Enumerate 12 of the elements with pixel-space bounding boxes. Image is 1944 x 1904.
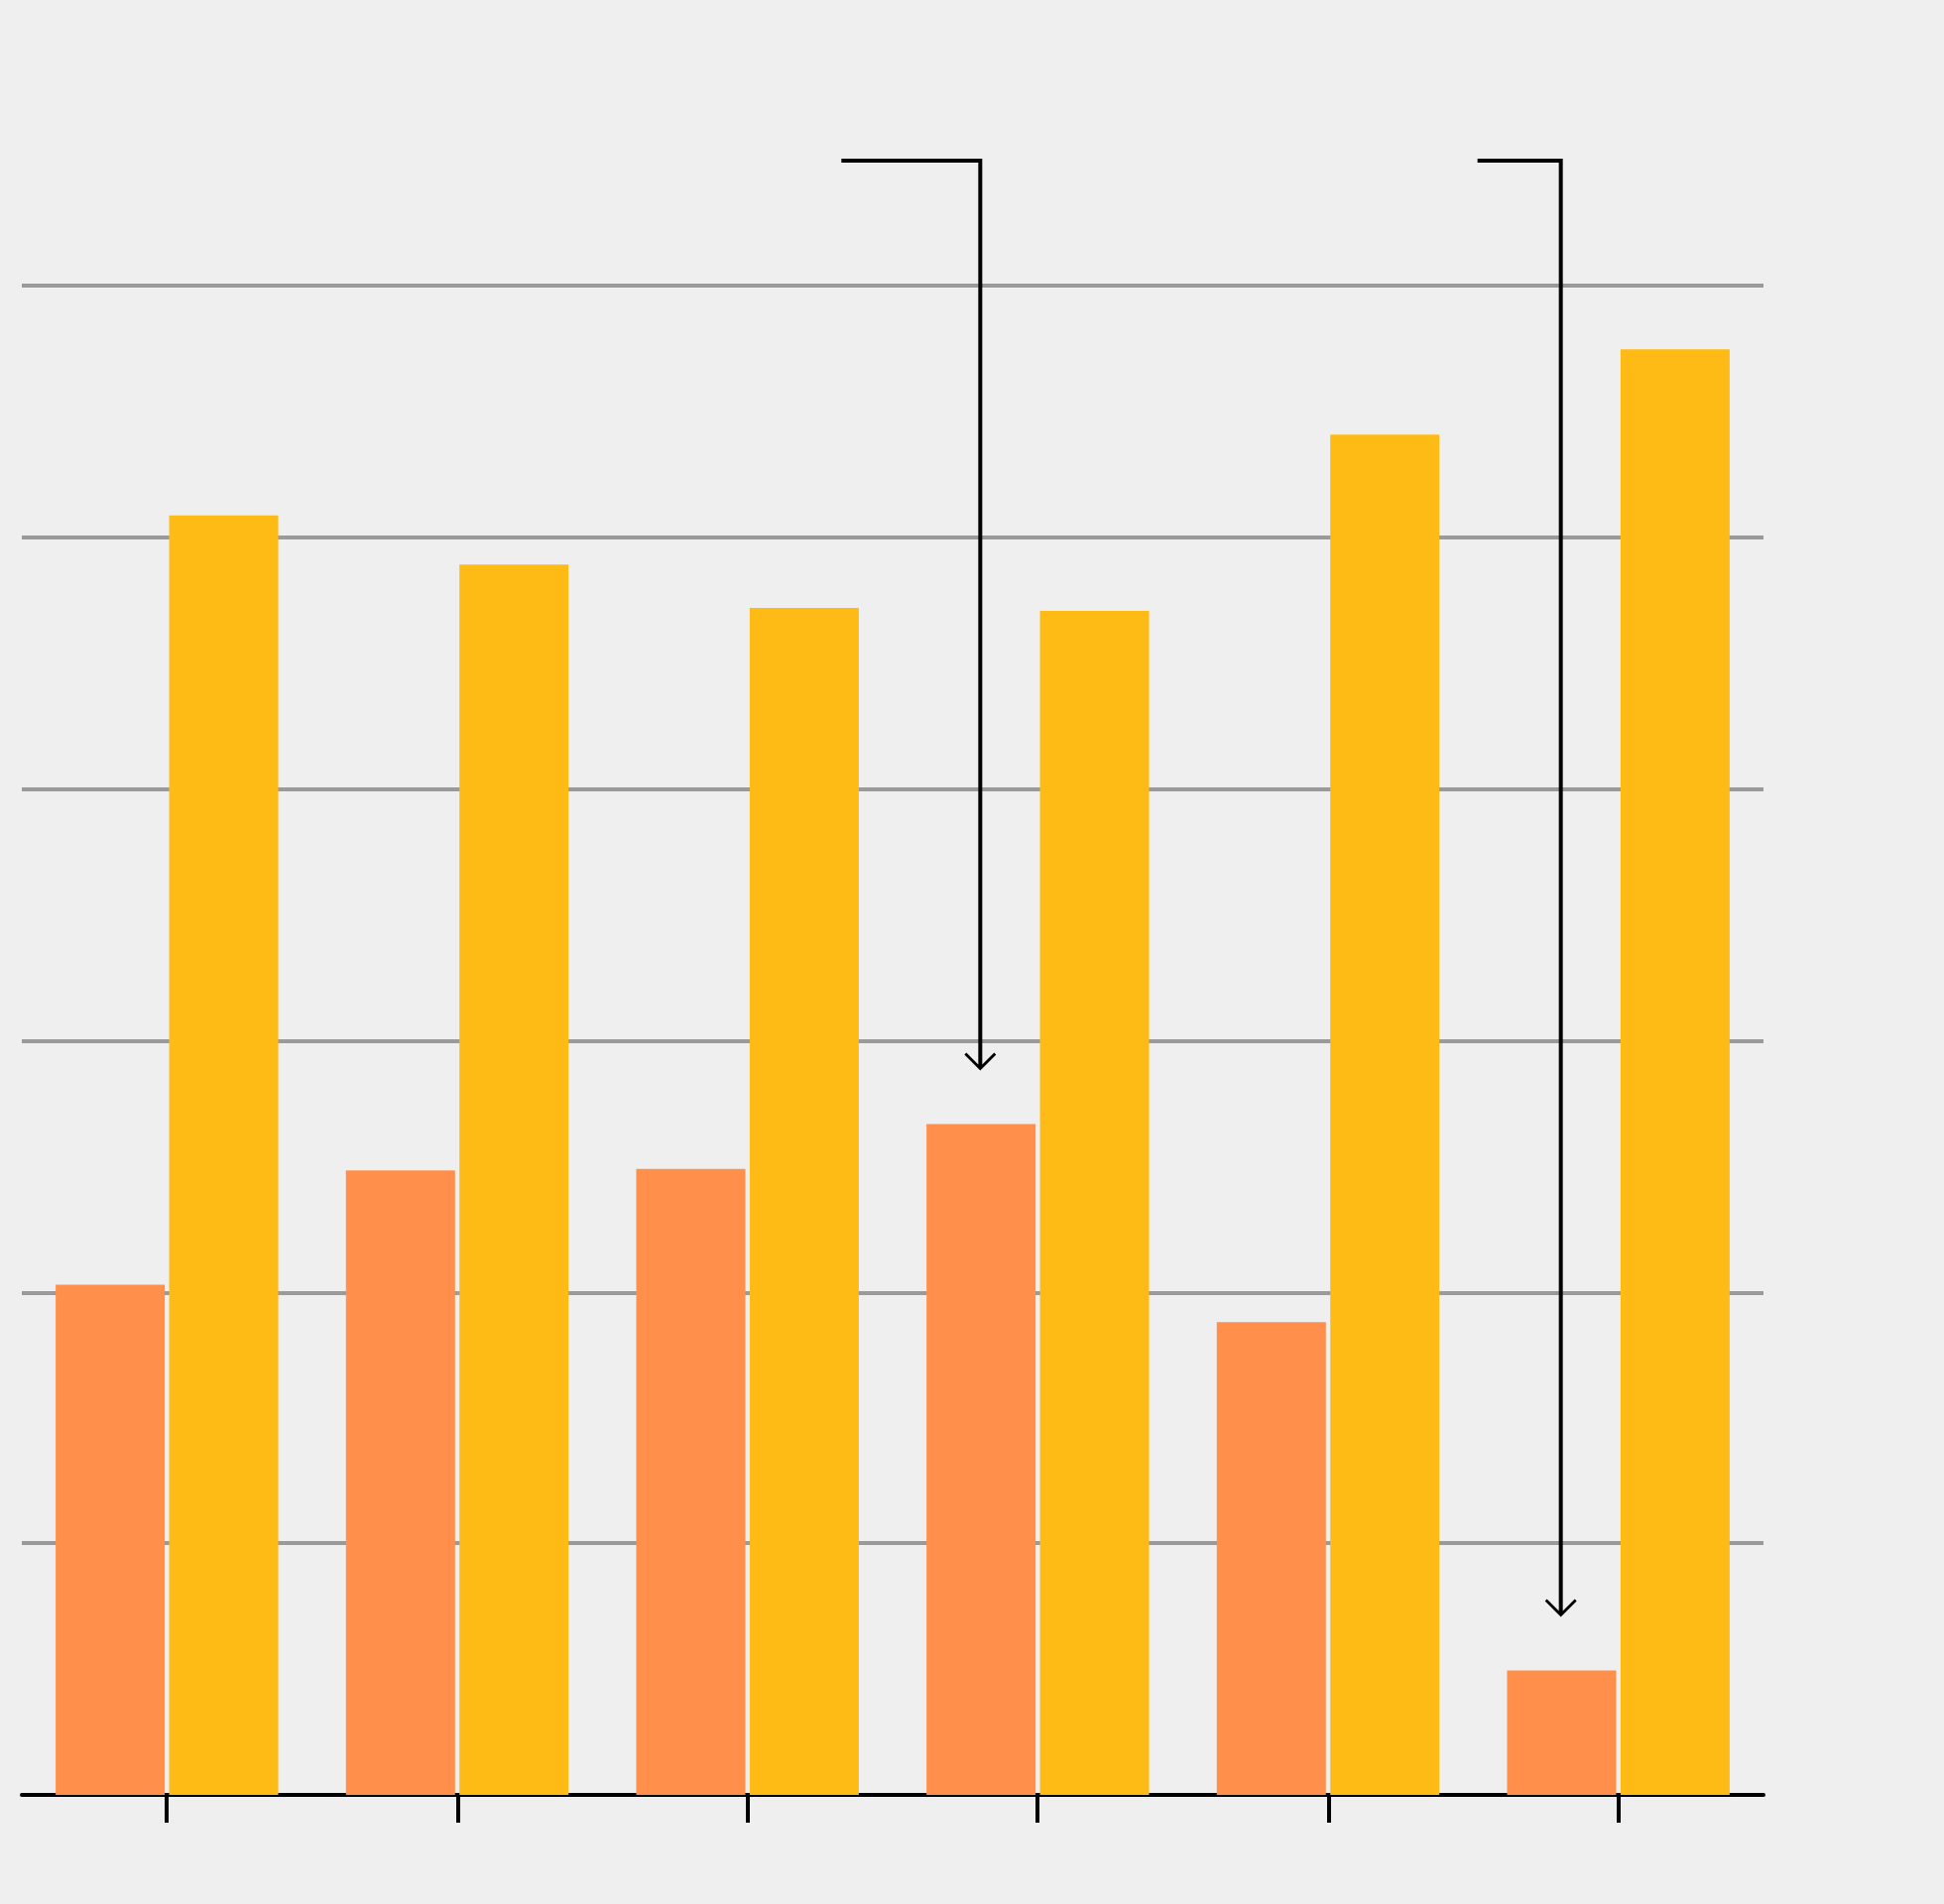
bar: [1620, 349, 1730, 1795]
bar: [749, 608, 859, 1795]
bar: [926, 1124, 1036, 1795]
bar: [345, 1170, 455, 1795]
bar: [1216, 1322, 1326, 1795]
bar: [169, 515, 279, 1795]
bar: [1039, 611, 1150, 1795]
bar: [459, 564, 569, 1795]
bar: [56, 1284, 166, 1795]
bar: [1330, 434, 1440, 1795]
bar: [636, 1168, 746, 1795]
bar: [1507, 1670, 1617, 1795]
